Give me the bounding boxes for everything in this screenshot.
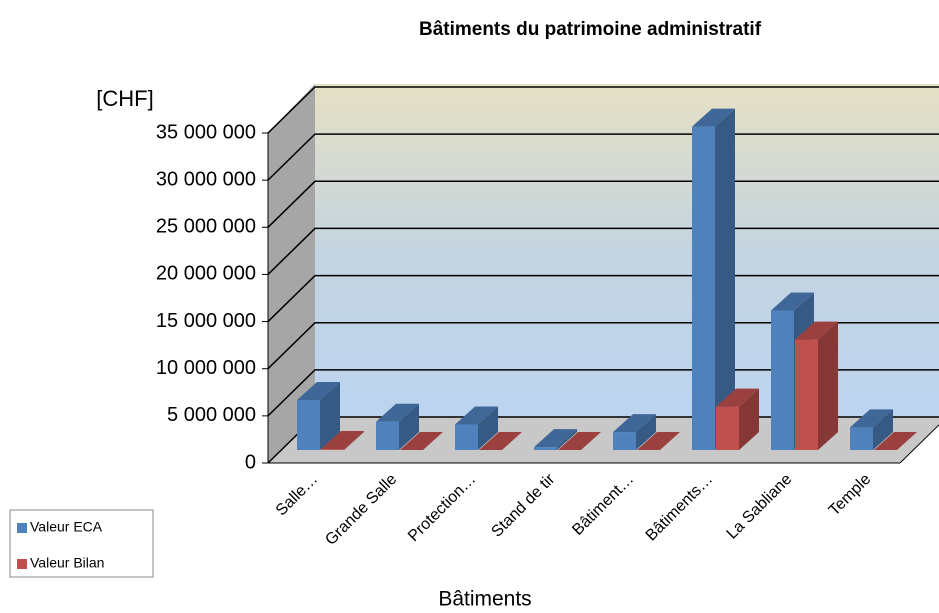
y-axis-label: [CHF]: [96, 86, 153, 111]
bar-side: [557, 429, 577, 450]
x-tick-label: Protection…: [405, 471, 479, 545]
axis-line: [899, 424, 939, 464]
bar-top: [455, 406, 498, 425]
bar-top: [321, 431, 364, 450]
bar-top: [637, 432, 680, 450]
bar: [534, 447, 557, 450]
chart-title: Bâtiments du patrimoine administratif: [419, 19, 762, 40]
bar: [376, 421, 399, 450]
bar: [297, 400, 320, 450]
bar-top: [479, 432, 522, 450]
y-tick-label: 0: [245, 451, 256, 473]
legend-label: Valeur Bilan: [30, 555, 104, 571]
legend-label: Valeur ECA: [30, 519, 103, 535]
x-tick-label: Temple: [826, 471, 875, 520]
bar-top: [692, 108, 735, 127]
bar-side: [344, 431, 364, 450]
bar: [613, 432, 636, 450]
legend-swatch: [17, 559, 27, 569]
bar-top: [771, 292, 814, 311]
side-wall: [268, 84, 315, 463]
y-tick-label: 35 000 000: [156, 121, 256, 143]
bar-side: [818, 321, 838, 450]
bar-top: [874, 432, 917, 450]
bar: [321, 449, 344, 450]
bar: [771, 310, 794, 450]
bar-top: [850, 409, 893, 428]
legend-swatch: [17, 523, 27, 533]
bar-side: [739, 388, 759, 450]
y-tick-label: 15 000 000: [156, 310, 256, 332]
x-tick-label: Stand de tir: [488, 470, 558, 540]
bar-side: [873, 409, 893, 450]
bar: [455, 424, 478, 450]
y-tick-label: 5 000 000: [167, 404, 256, 426]
bar-top: [558, 432, 601, 450]
x-tick-label: Bâtiments…: [643, 471, 717, 545]
bar-top: [534, 429, 577, 448]
x-tick-label: Bâtiment…: [569, 471, 637, 539]
bar: [716, 406, 739, 450]
bar-side: [478, 406, 498, 450]
bar-side: [636, 414, 656, 450]
x-tick-label: Grande Salle: [322, 471, 400, 549]
bar-top: [795, 321, 838, 340]
floor: [268, 417, 939, 463]
bar-side: [715, 108, 735, 450]
bar-top: [613, 414, 656, 433]
bar-top: [716, 388, 759, 407]
bar-side: [399, 403, 419, 450]
bar-top: [297, 382, 340, 401]
bar: [795, 339, 818, 450]
legend-box: [9, 509, 154, 578]
bar: [692, 126, 715, 450]
grid-line: [267, 86, 939, 134]
y-tick-label: 25 000 000: [156, 216, 256, 238]
y-tick-label: 10 000 000: [156, 357, 256, 379]
y-tick-label: 30 000 000: [156, 168, 256, 190]
y-tick-label: 20 000 000: [156, 263, 256, 285]
x-axis-label: Bâtiments: [438, 588, 531, 611]
bar: [850, 427, 873, 450]
x-tick-label: Salle…: [273, 471, 322, 520]
bar-side: [320, 382, 340, 450]
x-tick-label: La Sabliane: [724, 471, 796, 543]
bar-top: [376, 403, 419, 422]
bar-top: [400, 432, 443, 450]
